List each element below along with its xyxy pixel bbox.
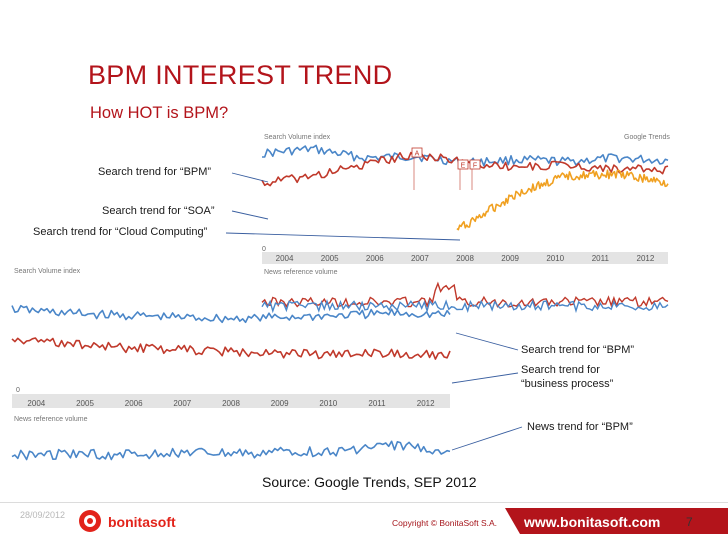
x-tick-label: 2007 xyxy=(173,399,191,408)
chart2-news-label: News reference volume xyxy=(14,416,88,423)
chart1-brand-label: Google Trends xyxy=(624,134,670,141)
slide-subtitle: How HOT is BPM? xyxy=(90,104,229,122)
series-line-1 xyxy=(11,337,451,360)
x-tick-label: 2012 xyxy=(637,254,655,263)
annotation-flag-label: E xyxy=(461,163,466,170)
bonitasoft-logo-icon xyxy=(79,510,101,532)
label-cloud-computing: Search trend for “Cloud Computing” xyxy=(33,226,208,238)
y-zero-label: 0 xyxy=(262,246,266,253)
x-tick-label: 2009 xyxy=(501,254,519,263)
label-business-process-line2: “business process” xyxy=(521,378,614,390)
chart1-volume-label: Search Volume index xyxy=(264,134,331,141)
y-zero-label: 0 xyxy=(16,387,20,394)
label-business-process-line1: Search trend for xyxy=(521,364,600,376)
footer-divider xyxy=(0,502,728,503)
chart2-volume-label: Search Volume index xyxy=(14,268,81,275)
axis-strip xyxy=(262,252,668,264)
news-volume-line xyxy=(261,281,669,308)
x-tick-label: 2006 xyxy=(125,399,143,408)
website-link[interactable]: www.bonitasoft.com xyxy=(524,514,661,530)
x-tick-label: 2011 xyxy=(368,399,386,408)
axis-strip xyxy=(12,394,450,408)
series-line-0 xyxy=(11,304,451,324)
label-bpm-bottom: Search trend for “BPM” xyxy=(521,344,635,356)
leader-line xyxy=(455,332,519,351)
chart-top-soa-cloud: 2004 2005 2006 2007 2008 2009 2010 2011 2012 0 A E F xyxy=(261,144,669,314)
chart-bottom-business-process: 2004 2005 2006 2007 2008 2009 2010 2011 2012 0 xyxy=(11,304,451,461)
chart1-news-label: News reference volume xyxy=(264,269,338,276)
label-soa: Search trend for “SOA” xyxy=(102,205,215,217)
series-line-2 xyxy=(456,169,669,231)
footer-bar xyxy=(505,508,728,534)
x-tick-label: 2005 xyxy=(321,254,339,263)
annotation-flag-icon xyxy=(411,147,423,158)
annotation-flag-label: F xyxy=(473,163,477,170)
leader-line xyxy=(451,372,519,384)
slide-title: BPM INTEREST TREND xyxy=(88,60,393,90)
annotation-flag-label: A xyxy=(415,151,420,158)
label-leader-lines xyxy=(225,172,523,451)
copyright-text: Copyright © BonitaSoft S.A. xyxy=(392,518,498,528)
x-tick-label: 2005 xyxy=(76,399,94,408)
x-tick-label: 2008 xyxy=(222,399,240,408)
series-line-2 xyxy=(11,440,451,461)
leader-line xyxy=(231,210,269,220)
page-number: 7 xyxy=(686,515,693,529)
x-tick-label: 2012 xyxy=(417,399,435,408)
label-news-bpm: News trend for “BPM” xyxy=(527,421,633,433)
news-volume-line xyxy=(261,299,669,314)
source-note: Source: Google Trends, SEP 2012 xyxy=(262,474,477,490)
x-tick-label: 2006 xyxy=(366,254,384,263)
x-tick-label: 2007 xyxy=(411,254,429,263)
brand-name: bonitasoft xyxy=(108,514,176,530)
annotation-flag-icon xyxy=(457,159,469,170)
annotation-flag-icon xyxy=(469,159,481,170)
x-tick-label: 2010 xyxy=(546,254,564,263)
leader-line xyxy=(225,232,461,241)
x-tick-label: 2004 xyxy=(27,399,45,408)
label-bpm-top: Search trend for “BPM” xyxy=(98,166,212,178)
footer-date: 28/09/2012 xyxy=(20,510,66,520)
x-tick-label: 2008 xyxy=(456,254,474,263)
x-tick-label: 2011 xyxy=(592,254,610,263)
x-tick-label: 2004 xyxy=(276,254,294,263)
x-tick-label: 2009 xyxy=(271,399,289,408)
x-tick-label: 2010 xyxy=(319,399,337,408)
leader-line xyxy=(451,426,523,451)
leader-line xyxy=(231,172,269,183)
